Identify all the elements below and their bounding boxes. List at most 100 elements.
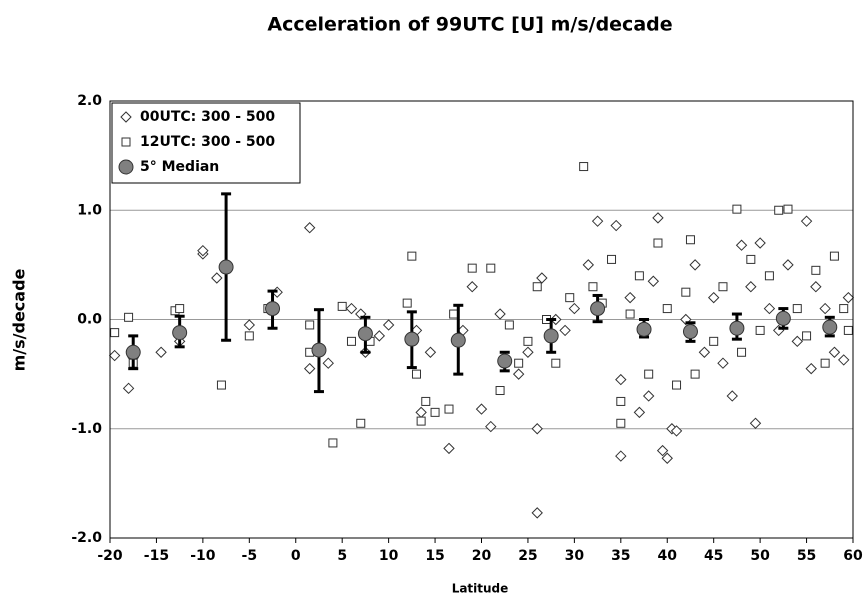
- diamond-point: [475, 403, 488, 415]
- diamond-point: [633, 406, 646, 419]
- diamond-point: [763, 302, 776, 315]
- square-point: [802, 331, 812, 341]
- diamond-point: [782, 259, 794, 271]
- diamond-point: [656, 444, 669, 457]
- diamond-point: [842, 291, 855, 304]
- diamond-point: [155, 346, 167, 358]
- plot-frame: [109, 100, 854, 539]
- square-point: [579, 162, 589, 172]
- square-point: [616, 418, 626, 428]
- square-point: [449, 309, 459, 319]
- square-point: [216, 380, 226, 390]
- square-point: [634, 271, 644, 281]
- diamond-point: [243, 319, 256, 331]
- x-axis-label: Latitude: [452, 582, 509, 596]
- y-axis-label: m/s/decade: [10, 268, 29, 371]
- diamond-point: [322, 357, 334, 369]
- square-point: [764, 271, 774, 281]
- square-point: [718, 282, 728, 292]
- x-tick-label: 5: [337, 548, 347, 564]
- diamond-point: [661, 452, 673, 464]
- diamond-point: [373, 330, 386, 342]
- x-tick-label: 15: [425, 548, 444, 564]
- diamond-point: [522, 346, 534, 358]
- square-point: [416, 416, 426, 426]
- diamond-point: [197, 244, 209, 257]
- diamond-point: [120, 111, 132, 123]
- x-tick-label: 20: [472, 548, 492, 564]
- square-point: [843, 325, 853, 335]
- diamond-point: [707, 291, 720, 304]
- median-point: [357, 326, 373, 342]
- median-point: [125, 344, 141, 360]
- diamond-point: [559, 324, 571, 337]
- diamond-point: [652, 212, 664, 224]
- median-point: [636, 321, 652, 337]
- median-point: [543, 328, 559, 344]
- square-point: [175, 304, 185, 314]
- diamond-point: [754, 237, 766, 249]
- diamond-point: [819, 302, 831, 315]
- median-point: [265, 301, 281, 317]
- diamond-point: [303, 362, 316, 375]
- diamond-point: [345, 302, 358, 315]
- y-tick-label: 0.0: [77, 312, 102, 328]
- diamond-point: [108, 349, 121, 362]
- diamond-point: [791, 335, 803, 348]
- square-point: [755, 325, 765, 335]
- diamond-point: [512, 368, 525, 380]
- median-point: [682, 324, 698, 340]
- median-point: [311, 342, 327, 358]
- x-tick-label: 45: [704, 548, 723, 564]
- square-point: [690, 369, 700, 379]
- square-point: [774, 205, 784, 215]
- square-point: [486, 263, 496, 273]
- diamond-point: [642, 390, 655, 402]
- square-point: [305, 320, 315, 330]
- diamond-point: [615, 450, 627, 462]
- diamond-point: [122, 382, 135, 395]
- median-point: [218, 259, 234, 275]
- square-point: [672, 380, 682, 390]
- square-point: [467, 263, 477, 273]
- square-point: [737, 347, 747, 357]
- y-tick-label: -2.0: [71, 530, 102, 546]
- x-tick-label: -5: [242, 548, 258, 564]
- square-point: [124, 312, 134, 322]
- x-tick-label: 60: [843, 548, 863, 564]
- square-point: [407, 251, 417, 261]
- square-point: [411, 369, 421, 379]
- square-point: [110, 328, 120, 338]
- median-point: [450, 332, 466, 348]
- square-point: [523, 336, 533, 346]
- diamond-point: [303, 222, 316, 234]
- diamond-point: [828, 346, 841, 358]
- square-point: [514, 358, 524, 368]
- x-tick-label: 0: [291, 548, 301, 564]
- square-point: [653, 238, 663, 248]
- x-tick-label: -10: [190, 548, 216, 564]
- square-point: [337, 301, 347, 311]
- legend: 00UTC: 300 - 500 12UTC: 300 - 500 5° Media…: [118, 109, 275, 175]
- diamond-point: [443, 442, 455, 455]
- square-point: [495, 386, 505, 396]
- diamond-point: [211, 272, 223, 284]
- diamond-point: [615, 373, 627, 386]
- diamond-point: [568, 302, 581, 315]
- median-point: [775, 310, 791, 326]
- square-point: [504, 320, 514, 330]
- x-tick-label: 10: [379, 548, 399, 564]
- median-point: [172, 325, 188, 341]
- square-point: [732, 204, 742, 214]
- square-point: [607, 254, 617, 264]
- median-point: [729, 320, 745, 336]
- square-point: [662, 304, 672, 314]
- x-tick-label: 35: [611, 548, 630, 564]
- x-tick-label: -15: [144, 548, 169, 564]
- x-tick-label: -20: [97, 548, 123, 564]
- diamond-point: [582, 259, 595, 271]
- square-point: [820, 358, 830, 368]
- diamond-point: [838, 354, 850, 366]
- square-point: [421, 396, 431, 406]
- diamond-point: [624, 291, 636, 304]
